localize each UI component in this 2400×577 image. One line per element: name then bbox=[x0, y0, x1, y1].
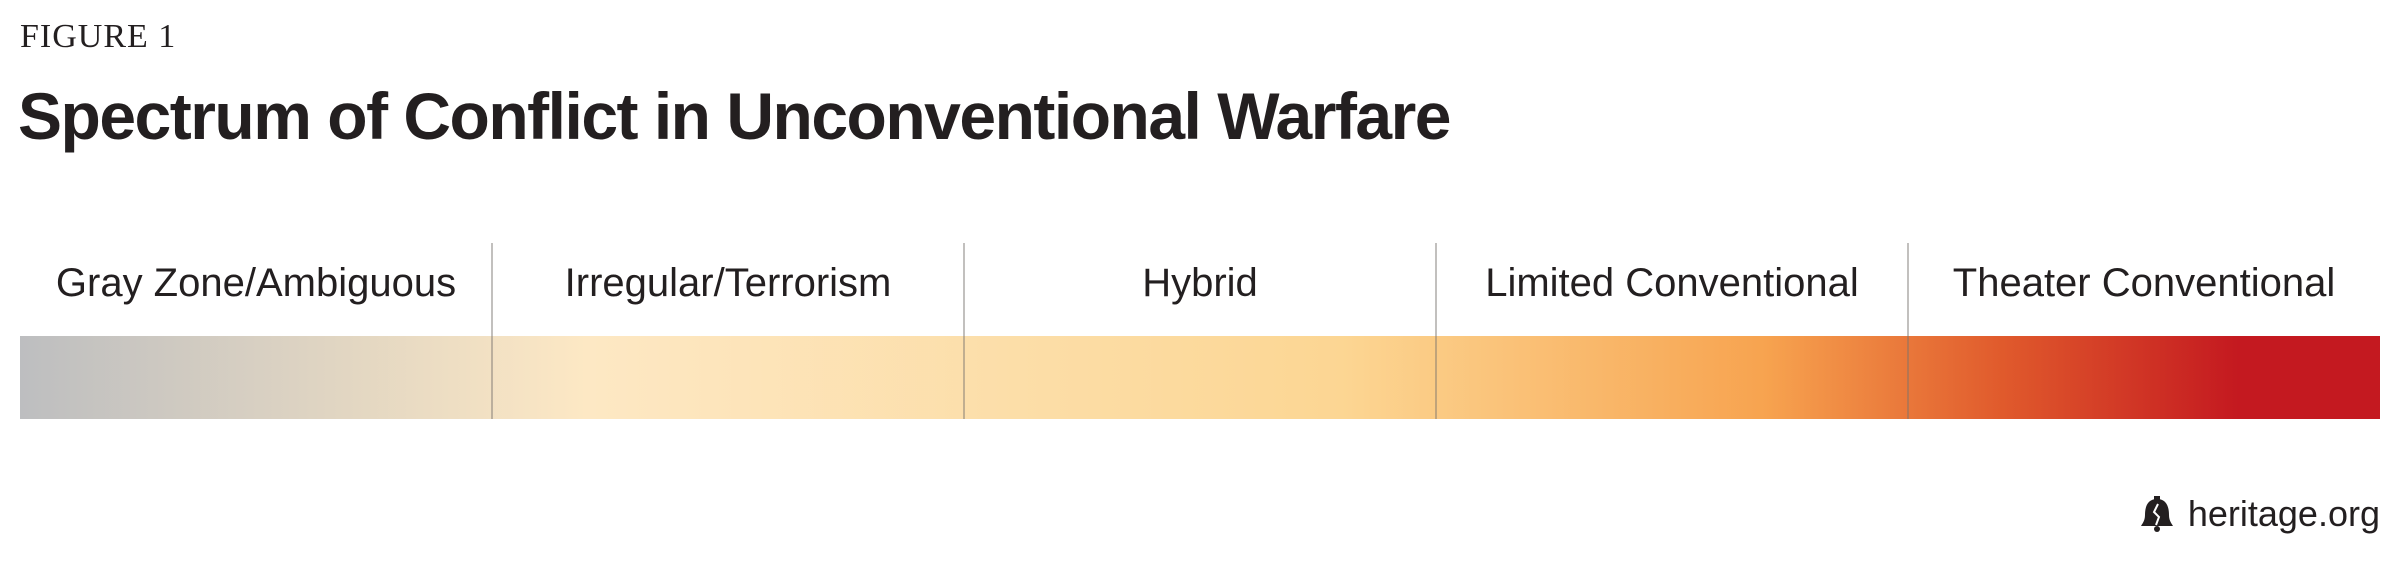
segment-label-limited-conventional: Limited Conventional bbox=[1485, 261, 1859, 305]
segment-divider bbox=[1907, 243, 1909, 419]
segment-label-theater-conventional: Theater Conventional bbox=[1952, 261, 2336, 305]
brand-text: heritage.org bbox=[2187, 493, 2380, 534]
brand: heritage.org bbox=[2140, 493, 2380, 535]
segment-divider bbox=[963, 243, 965, 419]
spectrum-labels: Gray Zone/Ambiguous Irregular/Terrorism … bbox=[20, 243, 2380, 333]
figure-label: FIGURE 1 bbox=[20, 18, 177, 55]
segment-label-irregular: Irregular/Terrorism bbox=[564, 261, 892, 305]
segment-divider bbox=[1435, 243, 1437, 419]
segment-label-gray-zone: Gray Zone/Ambiguous bbox=[55, 261, 457, 305]
segment-label-hybrid: Hybrid bbox=[1142, 261, 1258, 305]
page-title: Spectrum of Conflict in Unconventional W… bbox=[18, 79, 1452, 153]
conflict-spectrum: Gray Zone/Ambiguous Irregular/Terrorism … bbox=[20, 243, 2380, 419]
segment-divider bbox=[491, 243, 493, 419]
spectrum-gradient-bar bbox=[20, 336, 2380, 419]
liberty-bell-icon bbox=[2140, 496, 2173, 532]
